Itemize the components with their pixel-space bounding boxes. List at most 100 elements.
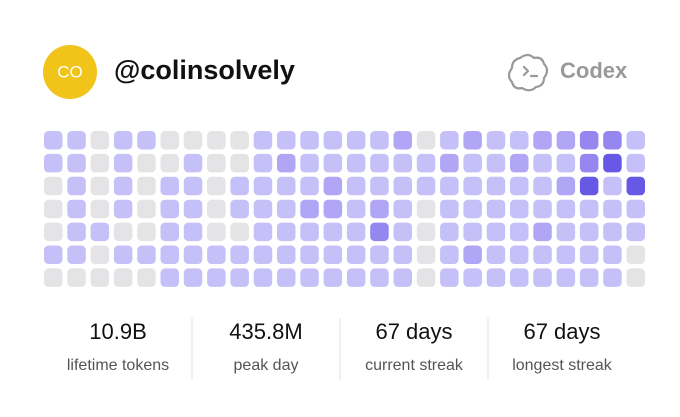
heatmap-cell [416,222,436,242]
heatmap-cell [603,222,622,242]
heatmap-cell [486,176,506,196]
heatmap-cell [440,131,459,150]
heatmap-cell [486,153,506,173]
heatmap-cell [533,199,552,219]
stat-value: 67 days [375,319,452,344]
heatmap-cell [440,153,459,173]
heatmap-cell [300,153,319,173]
heatmap-cell [44,268,63,287]
heatmap-cell [300,222,319,242]
heatmap-cell [207,131,226,150]
heatmap-cell [67,176,86,196]
heatmap-cell [556,245,576,264]
heatmap-cell [579,222,599,242]
heatmap-cell [323,199,343,219]
heatmap-cell [183,199,203,219]
heatmap-cell [90,176,110,196]
heatmap-cell [253,268,273,287]
heatmap-cell [230,176,249,196]
heatmap-cell [440,268,459,287]
heatmap-cell [463,268,482,287]
heatmap-cell [393,222,412,242]
heatmap-cell [416,131,436,150]
heatmap-cell [323,222,343,242]
heatmap-cell [579,245,599,264]
heatmap-cell [137,268,156,287]
heatmap-cell [626,199,645,219]
heatmap-cell [113,153,133,173]
heatmap-cell [370,199,389,219]
heatmap-cell [230,199,249,219]
heatmap-cell [393,176,412,196]
heatmap-cell [416,176,436,196]
heatmap-cell [393,153,412,173]
heatmap-cell [253,222,273,242]
heatmap-cell [160,222,179,242]
heatmap-cell [579,153,599,173]
heatmap-cell [626,176,645,196]
heatmap-cell [393,245,412,264]
heatmap-cell [253,131,273,150]
heatmap-cell [277,176,296,196]
heatmap-cell [556,222,576,242]
heatmap-cell [346,199,366,219]
heatmap-cell [533,222,552,242]
heatmap-cell [346,153,366,173]
heatmap-cell [113,222,133,242]
heatmap-cell [510,245,529,264]
heatmap-cell [510,268,529,287]
heatmap-cell [533,153,552,173]
heatmap-cell [253,199,273,219]
heatmap-cell [393,131,412,150]
heatmap-cell [579,131,599,150]
heatmap-cell [67,131,86,150]
heatmap-cell [137,199,156,219]
heatmap-cell [230,268,249,287]
heatmap-cell [183,153,203,173]
heatmap-cell [300,268,319,287]
heatmap-cell [346,268,366,287]
heatmap-cell [370,176,389,196]
heatmap-cell [416,153,436,173]
heatmap-cell [603,176,622,196]
heatmap-cell [486,268,506,287]
heatmap-cell [90,131,110,150]
heatmap-cell [207,199,226,219]
heatmap-cell [370,245,389,264]
heatmap-cell [207,268,226,287]
heatmap-cell [323,153,343,173]
heatmap-cell [346,176,366,196]
heatmap-cell [160,131,179,150]
heatmap-cell [370,268,389,287]
heatmap-cell [137,222,156,242]
heatmap-cell [230,131,249,150]
heatmap-cell [207,245,226,264]
heatmap-cell [556,153,576,173]
heatmap-cell [113,245,133,264]
heatmap-cell [486,222,506,242]
heatmap-cell [160,176,179,196]
heatmap-cell [253,245,273,264]
heatmap-cell [626,131,645,150]
heatmap-cell [440,245,459,264]
heatmap-cell [253,153,273,173]
heatmap-cell [510,153,529,173]
heatmap-cell [67,222,86,242]
heatmap-cell [160,245,179,264]
heatmap-cell [67,268,86,287]
heatmap-cell [579,268,599,287]
heatmap-cell [579,176,599,196]
stat-label: lifetime tokens [67,357,169,374]
heatmap-cell [463,131,482,150]
heatmap-cell [183,268,203,287]
heatmap-cell [626,153,645,173]
avatar [43,45,97,99]
heatmap-cell [533,245,552,264]
stat-value: 10.9B [89,319,147,344]
heatmap-cell [183,131,203,150]
heatmap-cell [486,199,506,219]
heatmap-cell [300,199,319,219]
heatmap-cell [44,176,63,196]
heatmap-cell [603,199,622,219]
heatmap-cell [463,176,482,196]
